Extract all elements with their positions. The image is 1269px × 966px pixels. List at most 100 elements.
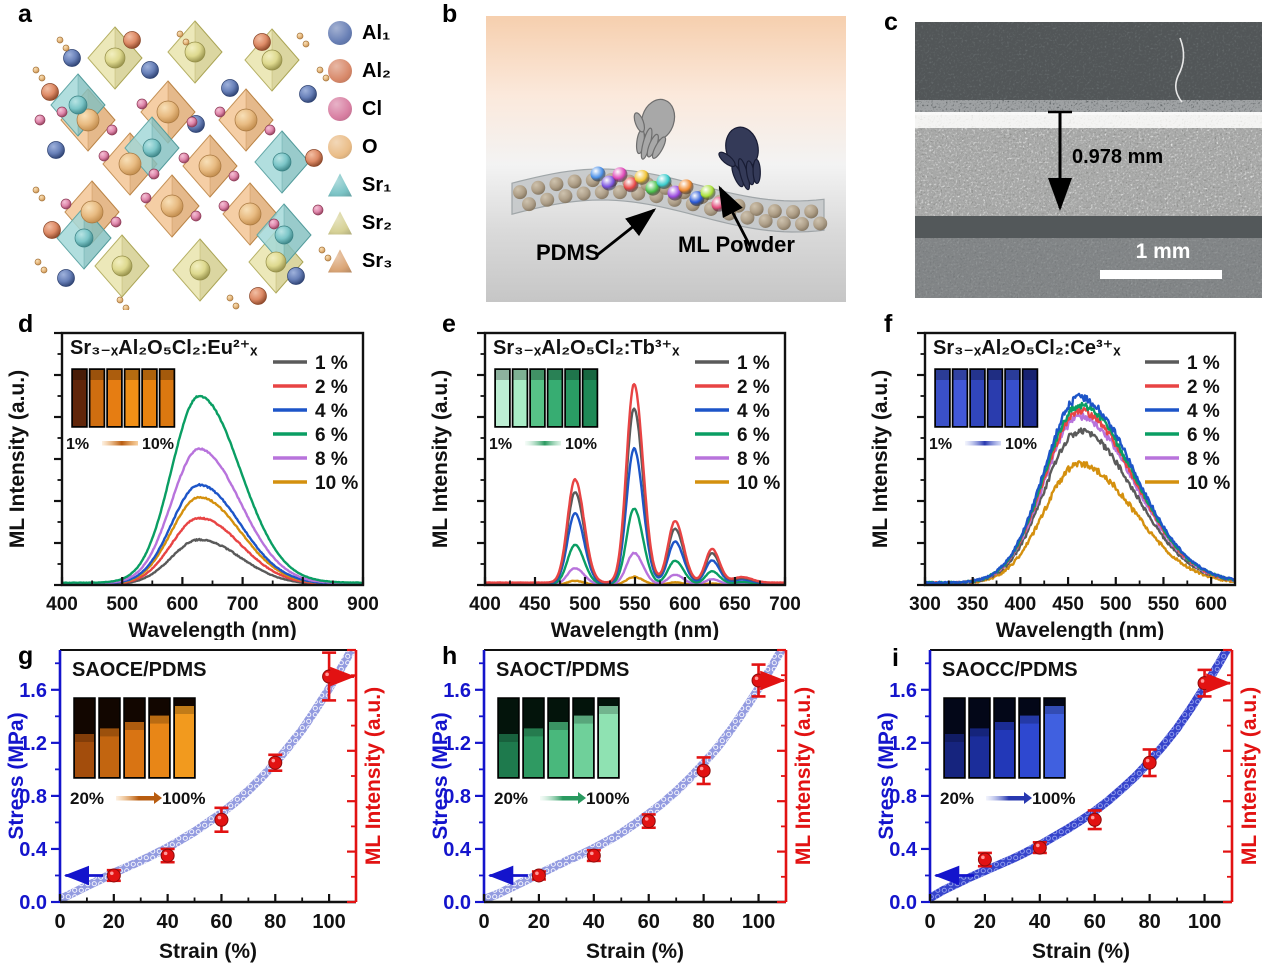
svg-text:0.0: 0.0 <box>19 892 47 914</box>
svg-text:900: 900 <box>347 594 379 615</box>
svg-text:Sr₃₋ₓAl₂O₅Cl₂:Eu²⁺ₓ: Sr₃₋ₓAl₂O₅Cl₂:Eu²⁺ₓ <box>70 337 258 359</box>
eu-ml-spectrum-chart: 400 500 600 700 800 900 Wavelength (nm) ML Inte… <box>0 310 420 642</box>
svg-text:800: 800 <box>287 594 319 615</box>
sr3-polyhedron-icon <box>328 249 352 273</box>
sr2-polyhedron-icon <box>328 211 352 235</box>
legend-item: Sr₁ <box>328 166 392 204</box>
svg-text:0: 0 <box>54 911 65 933</box>
svg-text:1.2: 1.2 <box>889 733 917 755</box>
svg-text:SAOCE/PDMS: SAOCE/PDMS <box>72 659 206 681</box>
svg-text:8 %: 8 % <box>315 449 348 470</box>
svg-text:ML Intensity (a.u.): ML Intensity (a.u.) <box>6 370 29 548</box>
svg-text:1.6: 1.6 <box>889 680 917 702</box>
svg-text:400: 400 <box>46 594 78 615</box>
panel-label-i: i <box>892 644 899 672</box>
ce-ml-spectrum-chart: 300 350 400 450 500 550 600 Wavelength (nm) ML I… <box>850 310 1269 642</box>
svg-text:1 %: 1 % <box>1187 353 1220 374</box>
svg-text:1 %: 1 % <box>315 353 348 374</box>
svg-text:100: 100 <box>1188 911 1221 933</box>
svg-text:Stress (MPa): Stress (MPa) <box>5 712 28 839</box>
svg-text:40: 40 <box>157 911 179 933</box>
svg-text:450: 450 <box>1052 594 1084 615</box>
saoce-stress-ml-chart: 0 20 40 60 80 100 0.0 0.4 0.8 1.2 1.6 Strain (%) Str… <box>0 640 420 966</box>
svg-text:20%: 20% <box>70 789 104 808</box>
panel-i: i 0 20 40 60 80 100 0.0 0.4 0.8 1.2 1.6 Strain (%) S… <box>850 640 1269 966</box>
legend-item: Al₂ <box>328 52 392 90</box>
svg-text:Sr₃₋ₓAl₂O₅Cl₂:Ce³⁺ₓ: Sr₃₋ₓAl₂O₅Cl₂:Ce³⁺ₓ <box>933 337 1121 359</box>
svg-text:0.4: 0.4 <box>443 839 472 861</box>
ml-powder-annotation: ML Powder <box>678 232 795 257</box>
svg-text:80: 80 <box>1139 911 1161 933</box>
svg-text:SAOCC/PDMS: SAOCC/PDMS <box>942 659 1078 681</box>
svg-text:500: 500 <box>569 594 601 615</box>
svg-text:6 %: 6 % <box>315 425 348 446</box>
svg-text:500: 500 <box>1100 594 1132 615</box>
svg-text:10%: 10% <box>142 436 174 453</box>
svg-text:0: 0 <box>924 911 935 933</box>
svg-text:550: 550 <box>1148 594 1180 615</box>
svg-text:4 %: 4 % <box>315 401 348 422</box>
panel-label-g: g <box>18 642 34 670</box>
svg-text:10 %: 10 % <box>1187 473 1230 494</box>
svg-text:0.0: 0.0 <box>443 892 471 914</box>
svg-text:100: 100 <box>742 911 775 933</box>
panel-label-e: e <box>442 310 456 338</box>
svg-text:Wavelength (nm): Wavelength (nm) <box>996 619 1164 640</box>
svg-text:Wavelength (nm): Wavelength (nm) <box>551 619 719 640</box>
svg-text:40: 40 <box>1029 911 1051 933</box>
panel-c: c 0.978 mm 1 mm <box>850 0 1269 310</box>
svg-text:6 %: 6 % <box>737 425 770 446</box>
svg-text:600: 600 <box>167 594 199 615</box>
legend-item: Sr₃ <box>328 242 392 280</box>
svg-text:1%: 1% <box>929 436 952 453</box>
svg-text:10 %: 10 % <box>737 473 780 494</box>
saoct-stress-ml-chart: 0 20 40 60 80 100 0.0 0.4 0.8 1.2 1.6 Strain (%) Str… <box>420 640 850 966</box>
stretch-schematic-illustration <box>486 16 846 302</box>
panel-label-h: h <box>442 642 458 670</box>
svg-text:ML Intensity (a.u.): ML Intensity (a.u.) <box>1238 687 1261 865</box>
svg-text:10 %: 10 % <box>315 473 358 494</box>
tb-ml-spectrum-chart: 400 450 500 550 600 650 700 Wavelength (nm) ML I… <box>420 310 850 642</box>
svg-text:0.4: 0.4 <box>889 839 918 861</box>
svg-text:60: 60 <box>1084 911 1106 933</box>
panel-e: e 400 450 500 550 600 650 700 Wavelength (nm) ML… <box>420 310 850 643</box>
legend-item: Al₁ <box>328 14 392 52</box>
svg-text:350: 350 <box>957 594 989 615</box>
sr1-polyhedron-icon <box>328 173 352 197</box>
panel-label-f: f <box>884 310 893 338</box>
svg-text:4 %: 4 % <box>737 401 770 422</box>
svg-text:20: 20 <box>528 911 550 933</box>
svg-text:Stress (MPa): Stress (MPa) <box>429 712 452 839</box>
legend-label: Al₂ <box>362 59 391 82</box>
svg-text:ML Intensity (a.u.): ML Intensity (a.u.) <box>429 370 452 548</box>
panel-h: h 0 20 40 60 80 100 0.0 0.4 0.8 1.2 1.6 Strain (%) S… <box>420 640 850 966</box>
panel-label-c: c <box>884 8 898 36</box>
thickness-measurement-label: 0.978 mm <box>1072 146 1164 168</box>
svg-text:10%: 10% <box>565 436 597 453</box>
legend-label: Sr₁ <box>362 173 392 196</box>
svg-text:20: 20 <box>103 911 125 933</box>
svg-text:Strain (%): Strain (%) <box>159 940 257 963</box>
svg-text:0.4: 0.4 <box>19 839 48 861</box>
svg-text:ML Intensity (a.u.): ML Intensity (a.u.) <box>869 370 892 548</box>
svg-text:40: 40 <box>583 911 605 933</box>
saocc-stress-ml-chart: 0 20 40 60 80 100 0.0 0.4 0.8 1.2 1.6 Strain (%) Str… <box>850 640 1269 966</box>
svg-text:100%: 100% <box>1032 789 1075 808</box>
svg-text:20%: 20% <box>940 789 974 808</box>
panel-label-a: a <box>18 0 32 28</box>
crystal-legend: Al₁ Al₂ Cl O Sr₁ Sr₂ Sr₃ <box>328 14 392 280</box>
svg-text:SAOCT/PDMS: SAOCT/PDMS <box>496 659 629 681</box>
legend-item: Sr₂ <box>328 204 392 242</box>
panel-d: d 400 500 600 700 800 900 Wavelength (nm) ML In… <box>0 310 420 643</box>
svg-text:80: 80 <box>693 911 715 933</box>
svg-text:700: 700 <box>769 594 801 615</box>
svg-text:0.0: 0.0 <box>889 892 917 914</box>
svg-text:100: 100 <box>312 911 345 933</box>
panel-f: f 300 350 400 450 500 550 600 Wavelength (nm) ML… <box>850 310 1269 642</box>
svg-text:60: 60 <box>210 911 232 933</box>
svg-text:400: 400 <box>469 594 501 615</box>
svg-text:600: 600 <box>1195 594 1227 615</box>
crystal-structure-illustration <box>32 20 332 312</box>
svg-text:2 %: 2 % <box>315 377 348 398</box>
